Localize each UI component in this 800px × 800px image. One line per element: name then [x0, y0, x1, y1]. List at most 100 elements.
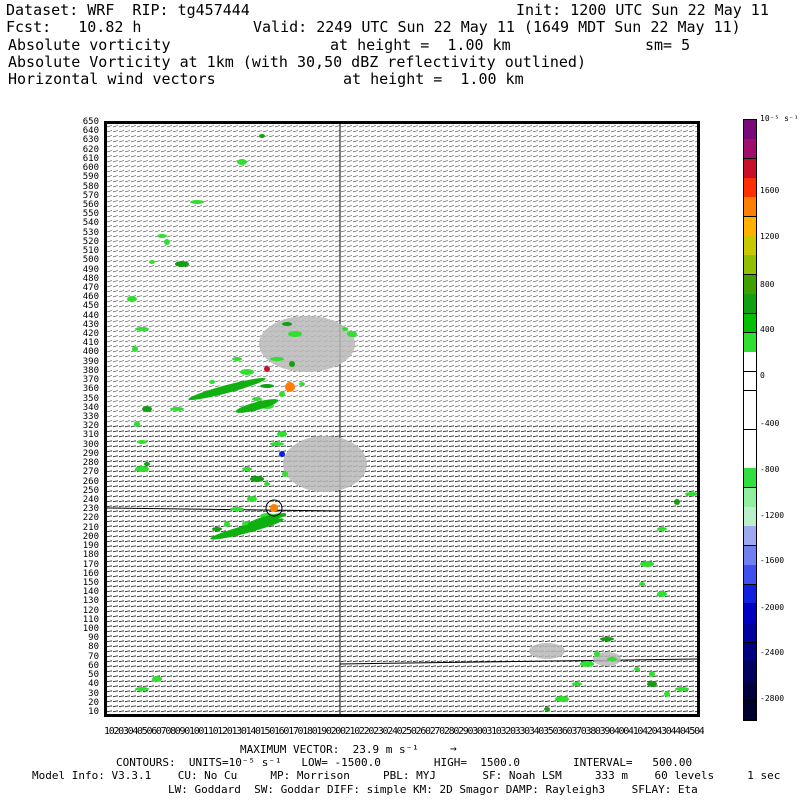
vorticity-patch — [252, 397, 262, 401]
state-boundary — [339, 658, 697, 665]
y-tick-label: 530 — [82, 227, 99, 238]
colorbar-swatch — [744, 255, 756, 276]
y-tick-label: 310 — [82, 430, 99, 441]
colorbar-swatch — [744, 139, 756, 160]
y-tick-label: 90 — [88, 633, 99, 644]
colorbar-swatch — [744, 681, 756, 702]
colorbar-swatch — [744, 371, 756, 392]
colorbar-swatch — [744, 584, 756, 605]
y-tick-label: 110 — [82, 614, 99, 625]
colorbar-tick-label: 800 — [760, 280, 775, 289]
y-tick-label: 200 — [82, 531, 99, 542]
vorticity-patch — [342, 327, 348, 331]
vorticity-patch — [279, 391, 285, 397]
vorticity-patch — [250, 476, 264, 482]
colorbar-swatch — [744, 332, 756, 353]
vorticity-patch — [647, 681, 657, 687]
vorticity-patch — [157, 234, 167, 238]
model-info: Model Info: V3.3.1 CU: No Cu MP: Morriso… — [32, 769, 781, 782]
vorticity-patch — [212, 527, 222, 531]
y-tick-label: 210 — [82, 522, 99, 533]
colorbar-swatch — [744, 642, 756, 663]
vorticity-contours — [127, 134, 697, 711]
colorbar-swatch — [744, 545, 756, 566]
colorbar-swatch — [744, 274, 756, 295]
y-tick-label: 30 — [88, 688, 99, 699]
vorticity-patch — [135, 327, 149, 331]
y-tick-label: 620 — [82, 144, 99, 155]
y-tick-label: 520 — [82, 236, 99, 247]
colorbar-swatch — [744, 661, 756, 682]
y-tick-label: 250 — [82, 485, 99, 496]
y-tick-label: 230 — [82, 504, 99, 515]
vorticity-patch — [639, 582, 645, 586]
colorbar-swatch — [744, 294, 756, 315]
colorbar-tick-label: -2800 — [760, 694, 785, 703]
y-tick-label: 290 — [82, 448, 99, 459]
colorbar — [743, 119, 757, 721]
colorbar-swatch — [744, 468, 756, 489]
vorticity-patch — [675, 687, 689, 691]
y-tick-label: 160 — [82, 568, 99, 579]
y-tick-label: 20 — [88, 697, 99, 708]
vorticity-patch — [142, 406, 152, 412]
y-tick-label: 240 — [82, 494, 99, 505]
colorbar-tick-label: 400 — [760, 325, 775, 334]
vorticity-patch — [264, 482, 270, 486]
vorticity-min — [279, 451, 285, 457]
y-tick-label: 340 — [82, 402, 99, 413]
vorticity-patch — [555, 696, 569, 702]
y-tick-label: 300 — [82, 439, 99, 450]
y-tick-label: 630 — [82, 135, 99, 146]
y-tick-label: 400 — [82, 347, 99, 358]
storm-core — [265, 499, 283, 517]
y-tick-label: 120 — [82, 605, 99, 616]
vorticity-patch — [649, 671, 655, 677]
y-tick-label: 260 — [82, 476, 99, 487]
forecast-label: Fcst: 10.82 h — [6, 18, 142, 36]
vorticity-patch — [299, 382, 305, 386]
vorticity-patch — [232, 357, 242, 361]
y-tick-label: 150 — [82, 577, 99, 588]
colorbar-unit: 10⁻⁵ s⁻¹ — [760, 114, 799, 123]
y-tick-label: 570 — [82, 190, 99, 201]
vorticity-patch — [270, 357, 284, 361]
reflectivity-area — [283, 436, 367, 492]
vorticity-patch — [135, 687, 149, 691]
vorticity-patch — [135, 466, 149, 472]
y-tick-label: 140 — [82, 587, 99, 598]
vorticity-patch — [277, 431, 287, 437]
y-tick-label: 170 — [82, 559, 99, 570]
y-tick-label: 70 — [88, 651, 99, 662]
vorticity-max — [264, 366, 270, 372]
y-tick-label: 580 — [82, 181, 99, 192]
colorbar-tick-label: 1200 — [760, 232, 780, 241]
field-title: Absolute vorticity — [8, 36, 171, 54]
vorticity-patch — [347, 331, 357, 337]
colorbar-swatch — [744, 449, 756, 469]
vorticity-patch — [289, 361, 295, 367]
vorticity-patch — [657, 527, 667, 531]
vorticity-band — [188, 377, 266, 401]
colorbar-swatch — [744, 700, 756, 721]
model-info-physics: LW: Goddard SW: Goddar DIFF: simple KM: … — [168, 783, 698, 796]
vorticity-patch — [170, 407, 184, 411]
vorticity-patch — [230, 507, 244, 511]
colorbar-swatch — [744, 352, 756, 373]
y-tick-label: 10 — [88, 707, 99, 717]
y-tick-label: 470 — [82, 282, 99, 293]
colorbar-swatch — [744, 623, 756, 644]
y-tick-label: 610 — [82, 153, 99, 164]
colorbar-swatch — [744, 236, 756, 256]
y-tick-label: 440 — [82, 310, 99, 321]
vorticity-patch — [657, 591, 667, 597]
colorbar-tick-label: 1600 — [760, 186, 780, 195]
vorticity-max — [270, 504, 278, 512]
wind-vectors-south — [107, 424, 697, 714]
vector-arrow-icon: → — [450, 742, 457, 755]
colorbar-swatch — [744, 216, 756, 237]
vorticity-patch — [247, 496, 257, 502]
y-tick-label: 60 — [88, 660, 99, 671]
vorticity-patch — [634, 667, 640, 671]
y-tick-label: 320 — [82, 421, 99, 432]
